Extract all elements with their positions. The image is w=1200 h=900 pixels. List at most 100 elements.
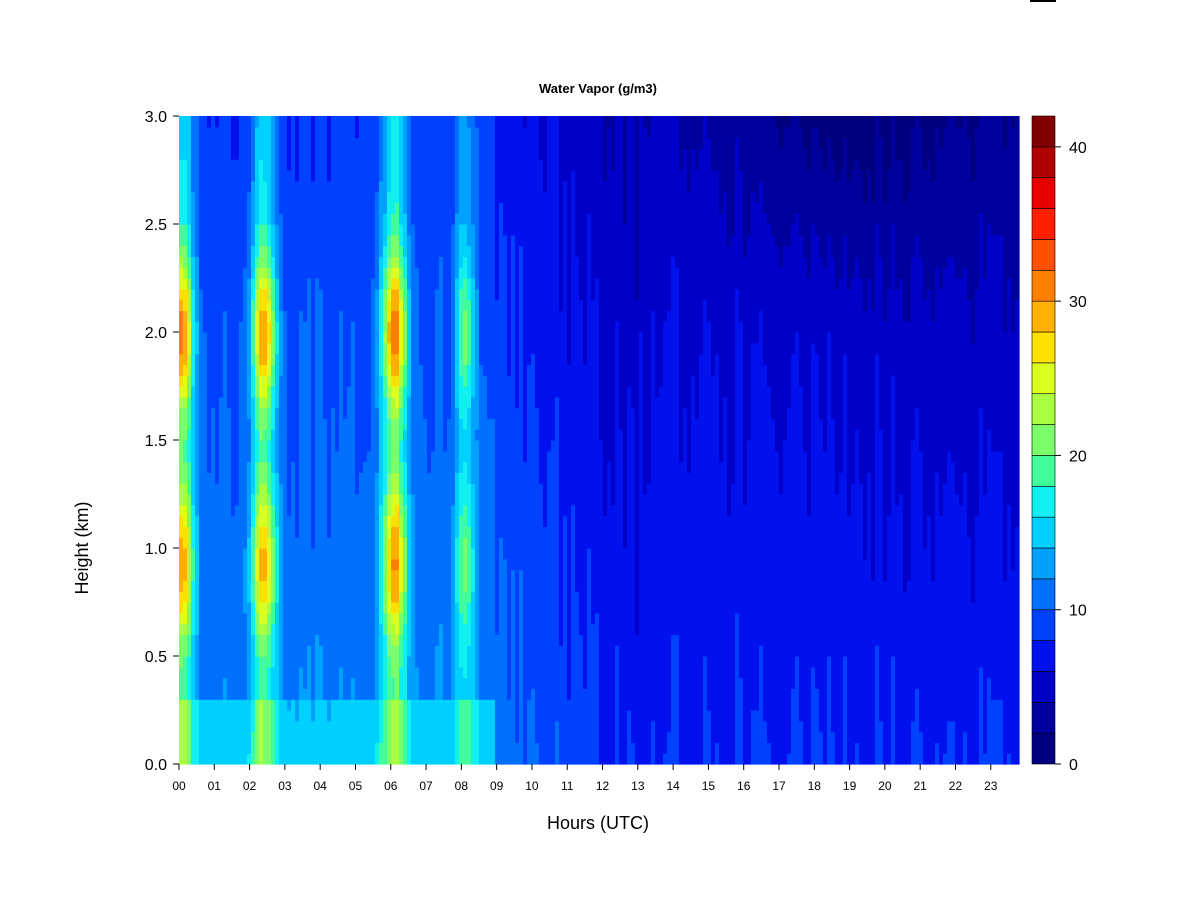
heatmap-cell bbox=[183, 688, 188, 700]
heatmap-cell bbox=[223, 710, 228, 722]
heatmap-cell bbox=[287, 202, 292, 214]
heatmap-cell bbox=[411, 656, 416, 668]
heatmap-cell bbox=[335, 666, 340, 679]
heatmap-cell bbox=[411, 494, 416, 506]
heatmap-cell bbox=[319, 720, 324, 733]
heatmap-cell bbox=[427, 353, 432, 365]
heatmap-cell bbox=[391, 116, 396, 128]
heatmap-cell bbox=[223, 342, 228, 355]
heatmap-cell bbox=[259, 321, 264, 333]
heatmap-cell bbox=[495, 720, 500, 733]
heatmap-cell bbox=[359, 234, 364, 247]
heatmap-cell bbox=[291, 213, 296, 225]
heatmap-cell bbox=[359, 396, 364, 409]
heatmap-cell bbox=[387, 234, 392, 247]
heatmap-cell bbox=[287, 558, 292, 571]
heatmap-cell bbox=[243, 753, 248, 765]
heatmap-cell bbox=[279, 753, 284, 765]
heatmap-cell bbox=[455, 494, 460, 506]
heatmap-cell bbox=[271, 731, 276, 743]
heatmap-cell bbox=[467, 278, 472, 290]
heatmap-cell bbox=[395, 137, 400, 149]
heatmap-cell bbox=[319, 548, 324, 560]
heatmap-cell bbox=[451, 677, 456, 689]
heatmap-cell bbox=[247, 332, 252, 344]
heatmap-cell bbox=[431, 656, 436, 668]
heatmap-cell bbox=[247, 645, 252, 657]
heatmap-cell bbox=[307, 472, 312, 484]
heatmap-cell bbox=[319, 180, 324, 193]
heatmap-cell bbox=[279, 148, 284, 160]
heatmap-cell bbox=[475, 256, 480, 268]
heatmap-cell bbox=[419, 720, 424, 733]
heatmap-cell bbox=[459, 526, 464, 538]
heatmap-cell bbox=[243, 677, 248, 689]
heatmap-cell bbox=[455, 170, 460, 182]
heatmap-cell bbox=[335, 472, 340, 484]
heatmap-cell bbox=[227, 472, 232, 484]
heatmap-cell bbox=[507, 591, 512, 603]
heatmap-cell bbox=[459, 483, 464, 495]
heatmap-cell bbox=[291, 148, 296, 160]
heatmap-cell bbox=[435, 634, 440, 646]
heatmap-cell bbox=[503, 440, 508, 452]
heatmap-cell bbox=[299, 288, 304, 301]
heatmap-cell bbox=[471, 116, 476, 128]
heatmap-cell bbox=[307, 288, 312, 301]
heatmap-cell bbox=[467, 191, 472, 203]
heatmap-cell bbox=[419, 288, 424, 301]
heatmap-cell bbox=[327, 537, 332, 549]
heatmap-cell bbox=[487, 288, 492, 301]
heatmap-cell bbox=[439, 602, 444, 614]
heatmap-cell bbox=[239, 418, 244, 430]
heatmap-cell bbox=[375, 396, 380, 409]
heatmap-cell bbox=[427, 440, 432, 452]
heatmap-cell bbox=[419, 731, 424, 743]
heatmap-cell bbox=[367, 591, 372, 603]
heatmap-cell bbox=[387, 353, 392, 365]
heatmap-cell bbox=[287, 526, 292, 538]
heatmap-cell bbox=[299, 386, 304, 398]
heatmap-cell bbox=[363, 126, 368, 139]
heatmap-cell bbox=[183, 126, 188, 139]
heatmap-cell bbox=[339, 234, 344, 247]
heatmap-cell bbox=[495, 332, 500, 344]
heatmap-cell bbox=[407, 299, 412, 311]
heatmap-cell bbox=[307, 558, 312, 571]
heatmap-cell bbox=[407, 634, 412, 646]
heatmap-cell bbox=[191, 224, 196, 236]
heatmap-cell bbox=[383, 310, 388, 322]
heatmap-cell bbox=[451, 353, 456, 365]
heatmap-cell bbox=[303, 288, 308, 301]
heatmap-cell bbox=[491, 537, 496, 549]
heatmap-cell bbox=[367, 494, 372, 506]
heatmap-cell bbox=[291, 548, 296, 560]
heatmap-cell bbox=[187, 137, 192, 149]
heatmap-cell bbox=[423, 666, 428, 679]
heatmap-cell bbox=[359, 461, 364, 473]
heatmap-cell bbox=[399, 202, 404, 214]
heatmap-cell bbox=[303, 148, 308, 160]
heatmap-cell bbox=[203, 321, 208, 333]
heatmap-cell bbox=[395, 645, 400, 657]
heatmap-cell bbox=[395, 602, 400, 614]
heatmap-cell bbox=[407, 126, 412, 139]
heatmap-cell bbox=[475, 191, 480, 203]
heatmap-cell bbox=[347, 191, 352, 203]
heatmap-cell bbox=[403, 321, 408, 333]
heatmap-cell bbox=[379, 548, 384, 560]
heatmap-cell bbox=[239, 386, 244, 398]
heatmap-cell bbox=[295, 278, 300, 290]
heatmap-cell bbox=[371, 234, 376, 247]
plot-area bbox=[179, 116, 1020, 765]
heatmap-cell bbox=[187, 710, 192, 722]
heatmap-cell bbox=[439, 440, 444, 452]
heatmap-cell bbox=[263, 256, 268, 268]
heatmap-cell bbox=[219, 148, 224, 160]
heatmap-cell bbox=[479, 213, 484, 225]
heatmap-cell bbox=[231, 537, 236, 549]
heatmap-cell bbox=[483, 634, 488, 646]
heatmap-cell bbox=[367, 288, 372, 301]
heatmap-cell bbox=[495, 699, 500, 711]
chart-title: Water Vapor (g/m3) bbox=[539, 81, 657, 96]
